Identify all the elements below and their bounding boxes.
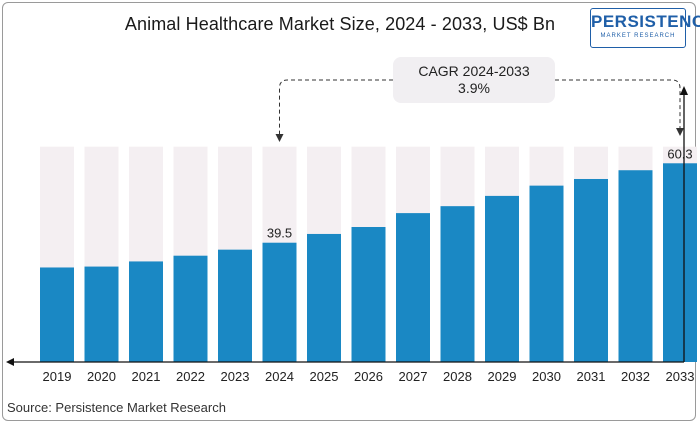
y-axis-arrowhead [680,86,688,95]
cagr-connector-left [279,79,393,136]
x-tick-2024: 2024 [265,369,294,384]
bar-2026 [351,227,386,362]
x-tick-2021: 2021 [132,369,161,384]
x-tick-2026: 2026 [354,369,383,384]
data-label-2024: 39.5 [267,226,292,241]
cagr-arrowhead-left [275,134,284,142]
source-note: Source: Persistence Market Research [7,400,226,415]
bar-2022 [173,255,208,362]
bar-2025 [307,233,341,362]
cagr-value: 3.9% [458,80,490,96]
x-tick-2029: 2029 [488,369,517,384]
cagr-connector-right [555,79,681,130]
x-tick-2020: 2020 [87,369,116,384]
x-axis-arrowhead [6,358,14,366]
x-tick-labels: 2019 2020 2021 2022 2023 2024 2025 2026 2027 2028… [43,369,695,384]
x-tick-2027: 2027 [399,369,428,384]
x-tick-2032: 2032 [621,369,650,384]
x-tick-2030: 2030 [532,369,561,384]
bar-2021 [129,261,163,362]
cagr-arrow [275,79,684,142]
bar-2029 [485,195,519,362]
bar-2024 [262,242,297,362]
bar-2033 [663,163,697,362]
x-tick-2025: 2025 [310,369,339,384]
cagr-arrowhead-right [676,128,684,136]
data-label-2033: 60.3 [667,146,692,161]
data-labels: 39.5 60.3 [267,146,693,240]
bar-2023 [218,249,252,362]
brand-logo: PERSISTENCE MARKET RESEARCH [590,8,700,48]
bar-2019 [40,267,74,362]
x-tick-2019: 2019 [43,369,72,384]
x-tick-2033: 2033 [666,369,695,384]
bar-2032 [618,170,653,362]
x-tick-2023: 2023 [221,369,250,384]
cagr-label: CAGR 2024-2033 [418,63,530,79]
bar-2031 [574,178,608,362]
logo-wordmark: PERSISTENCE [591,12,700,31]
bar-2027 [396,213,430,362]
cagr-callout: CAGR 2024-2033 3.9% [393,57,555,103]
logo-tagline: MARKET RESEARCH [600,33,676,39]
bar-series [40,163,697,362]
x-tick-2022: 2022 [176,369,205,384]
axes [6,86,688,366]
bar-2028 [440,206,475,362]
x-tick-2028: 2028 [443,369,472,384]
bar-2020 [84,266,119,362]
chart-title: Animal Healthcare Market Size, 2024 - 20… [124,14,556,34]
x-tick-2031: 2031 [577,369,606,384]
bar-2030 [529,185,564,362]
